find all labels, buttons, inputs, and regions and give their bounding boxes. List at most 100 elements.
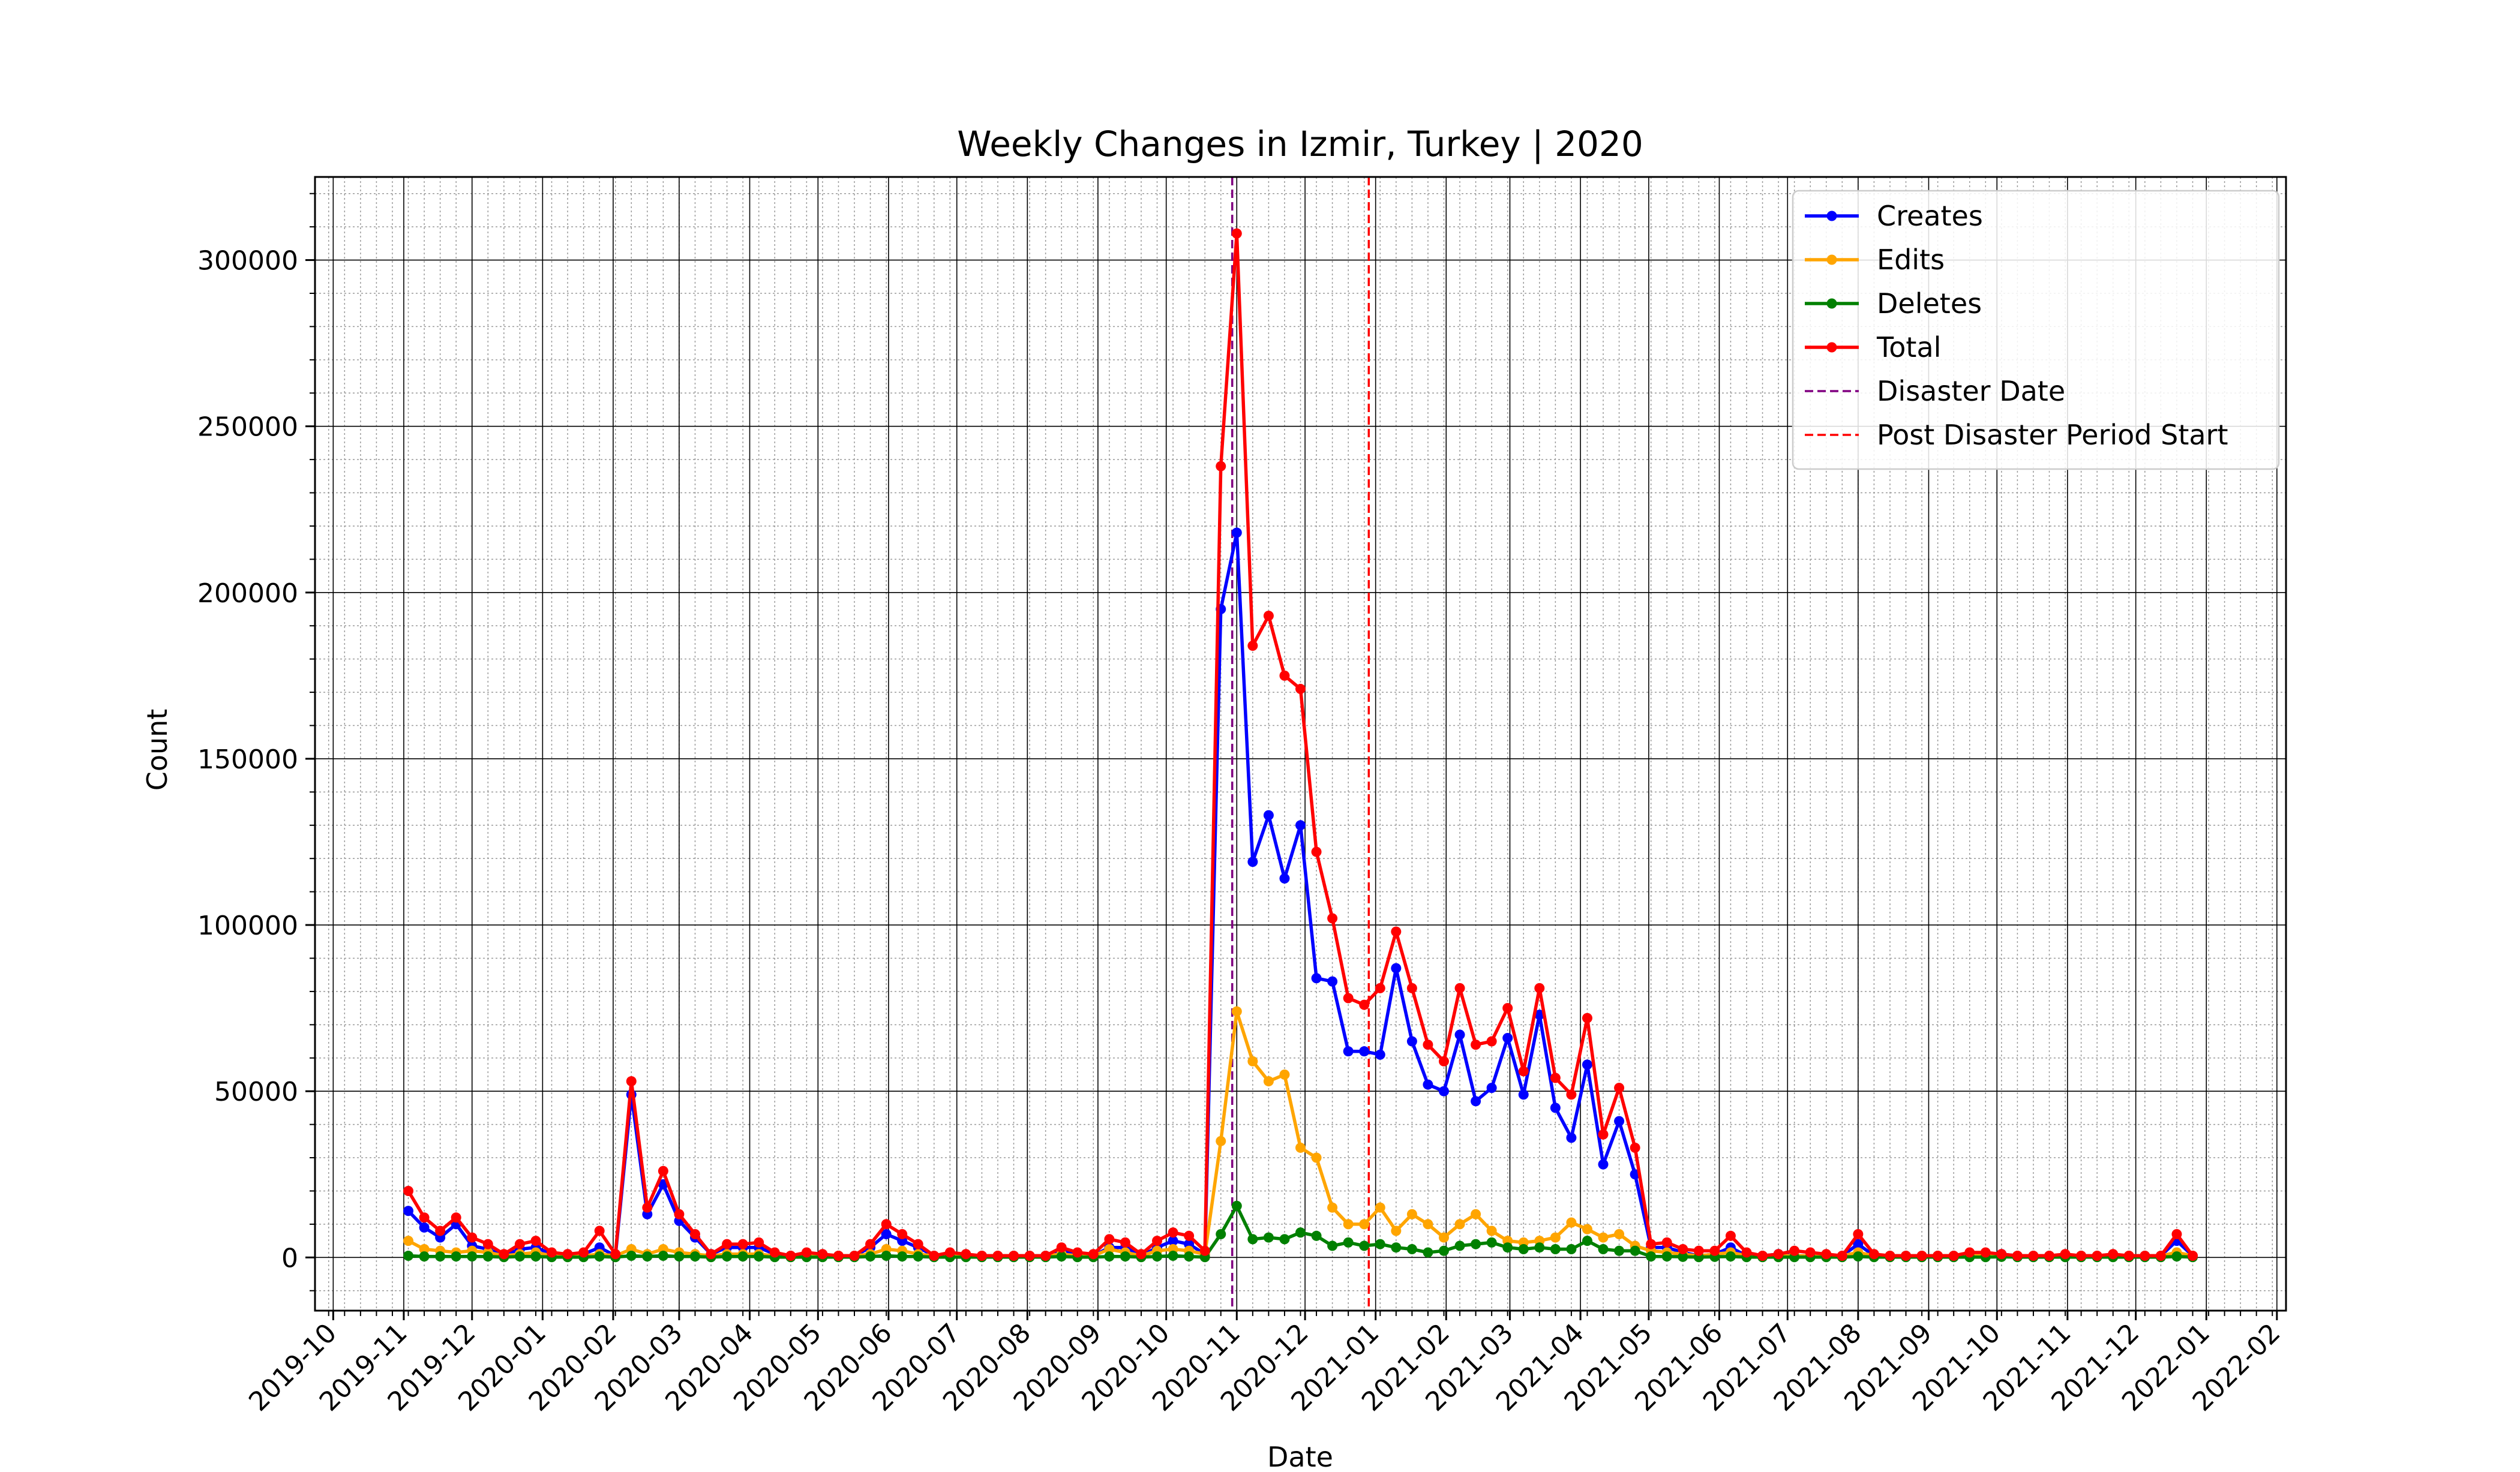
data-point-total — [547, 1247, 557, 1258]
data-point-deletes — [1343, 1237, 1354, 1248]
data-point-deletes — [403, 1251, 414, 1261]
data-point-total — [1247, 640, 1258, 651]
data-point-creates — [1502, 1033, 1513, 1044]
data-point-creates — [1295, 820, 1306, 831]
x-axis-label: Date — [1267, 1441, 1333, 1470]
data-point-total — [451, 1212, 461, 1223]
data-point-total — [578, 1247, 589, 1258]
data-point-total — [2108, 1249, 2119, 1260]
data-point-total — [1773, 1249, 1784, 1260]
y-tick-label: 50000 — [214, 1077, 298, 1107]
data-point-creates — [1231, 527, 1242, 538]
data-point-deletes — [1231, 1200, 1242, 1211]
data-point-creates — [1582, 1059, 1592, 1070]
data-point-total — [897, 1229, 908, 1240]
data-point-total — [467, 1232, 478, 1243]
data-point-edits — [1104, 1243, 1115, 1254]
data-point-deletes — [1295, 1227, 1306, 1238]
data-point-total — [1837, 1251, 1847, 1261]
data-point-edits — [1614, 1229, 1625, 1240]
data-point-total — [2028, 1251, 2039, 1261]
data-point-deletes — [1216, 1229, 1226, 1240]
data-point-deletes — [1550, 1243, 1561, 1254]
data-point-deletes — [1661, 1251, 1672, 1262]
data-point-total — [1646, 1239, 1657, 1249]
data-point-creates — [1168, 1236, 1178, 1246]
data-point-deletes — [1104, 1251, 1115, 1262]
axis-ticks — [305, 193, 2278, 1320]
data-point-deletes — [1725, 1251, 1736, 1262]
data-point-deletes — [1406, 1243, 1417, 1254]
data-point-deletes — [865, 1251, 876, 1262]
data-point-total — [1598, 1129, 1609, 1140]
data-point-total — [1964, 1247, 1975, 1258]
data-point-deletes — [881, 1251, 892, 1261]
data-point-edits — [1343, 1219, 1354, 1230]
data-point-deletes — [530, 1251, 541, 1262]
data-point-creates — [1486, 1083, 1497, 1094]
data-point-total — [769, 1247, 780, 1258]
data-point-deletes — [1311, 1230, 1322, 1241]
data-point-total — [1582, 1013, 1592, 1023]
data-point-deletes — [594, 1251, 605, 1262]
data-point-total — [1853, 1229, 1864, 1240]
data-point-total — [944, 1247, 955, 1258]
data-point-total — [992, 1251, 1003, 1261]
data-point-deletes — [1566, 1243, 1577, 1254]
data-point-deletes — [674, 1251, 685, 1262]
data-point-total — [1231, 228, 1242, 239]
data-point-edits — [1359, 1219, 1370, 1230]
data-point-total — [658, 1165, 668, 1176]
data-point-deletes — [737, 1251, 748, 1262]
data-point-edits — [1582, 1224, 1592, 1234]
data-point-total — [1391, 926, 1402, 937]
data-point-creates — [1566, 1132, 1577, 1143]
data-point-creates — [1550, 1103, 1561, 1113]
data-point-deletes — [1279, 1234, 1290, 1245]
data-point-total — [1741, 1247, 1752, 1258]
data-point-total — [976, 1251, 987, 1261]
data-point-deletes — [1247, 1234, 1258, 1245]
data-point-deletes — [1630, 1245, 1640, 1256]
data-point-deletes — [897, 1251, 908, 1262]
data-point-total — [1550, 1073, 1561, 1083]
data-point-deletes — [754, 1251, 764, 1262]
data-point-total — [1805, 1247, 1816, 1258]
data-point-edits — [1375, 1202, 1385, 1213]
data-point-total — [1343, 993, 1354, 1004]
data-point-total — [1518, 1066, 1529, 1077]
data-point-edits — [1231, 1006, 1242, 1017]
data-point-edits — [1295, 1142, 1306, 1153]
data-point-deletes — [642, 1251, 653, 1262]
data-point-total — [2044, 1251, 2054, 1261]
data-point-total — [1009, 1251, 1019, 1261]
data-point-deletes — [1454, 1240, 1465, 1251]
data-point-total — [801, 1247, 812, 1258]
data-point-total — [2155, 1251, 2166, 1261]
data-point-edits — [419, 1243, 430, 1254]
data-point-total — [1056, 1242, 1067, 1253]
data-point-total — [610, 1249, 621, 1260]
data-point-total — [419, 1212, 430, 1223]
data-point-creates — [1518, 1089, 1529, 1100]
legend-marker-total — [1826, 342, 1837, 353]
data-point-total — [1614, 1083, 1625, 1094]
data-point-total — [1757, 1251, 1768, 1261]
data-point-total — [1088, 1249, 1099, 1260]
data-point-creates — [1853, 1239, 1864, 1249]
data-point-total — [1885, 1251, 1895, 1261]
data-point-creates — [881, 1229, 892, 1240]
data-point-deletes — [626, 1251, 637, 1261]
data-point-total — [1311, 846, 1322, 857]
data-point-edits — [1486, 1225, 1497, 1236]
data-point-total — [1327, 913, 1338, 924]
data-point-deletes — [1614, 1245, 1625, 1256]
legend-marker-deletes — [1826, 298, 1837, 309]
data-point-total — [2187, 1251, 2198, 1261]
data-point-total — [1136, 1249, 1147, 1260]
data-point-total — [1789, 1245, 1800, 1256]
legend-marker-edits — [1826, 254, 1837, 265]
data-point-total — [881, 1219, 892, 1230]
legend-label-disaster-date: Disaster Date — [1877, 375, 2065, 407]
